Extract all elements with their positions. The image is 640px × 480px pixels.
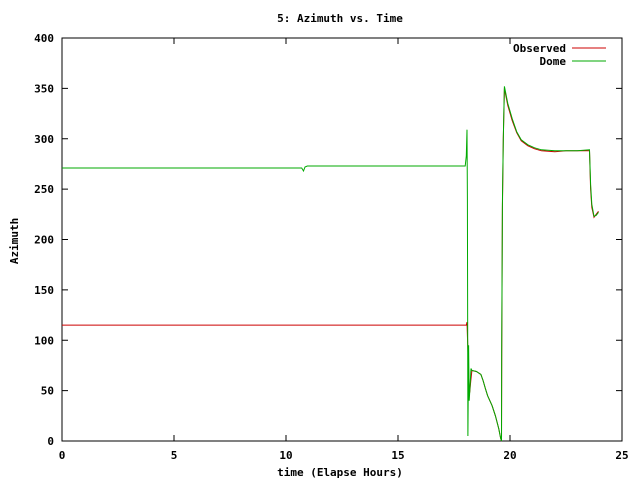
series-line-observed: [62, 88, 599, 442]
legend-label-dome: Dome: [540, 55, 567, 68]
x-tick-label: 20: [503, 449, 516, 462]
y-tick-label: 350: [34, 82, 54, 95]
x-tick-label: 25: [615, 449, 628, 462]
series-line-dome: [62, 86, 599, 442]
y-tick-label: 300: [34, 133, 54, 146]
y-tick-label: 150: [34, 284, 54, 297]
x-axis-label: time (Elapse Hours): [277, 466, 403, 479]
x-tick-label: 15: [391, 449, 404, 462]
y-tick-label: 100: [34, 334, 54, 347]
plot-frame: [61, 37, 623, 442]
y-tick-label: 200: [34, 234, 54, 247]
x-tick-label: 0: [59, 449, 66, 462]
y-tick-label: 400: [34, 32, 54, 45]
legend-label-observed: Observed: [513, 42, 566, 55]
y-axis-label: Azimuth: [8, 218, 21, 264]
series-layer: [62, 86, 599, 442]
y-tick-label: 250: [34, 183, 54, 196]
y-tick-label: 50: [41, 385, 54, 398]
x-tick-label: 5: [171, 449, 178, 462]
chart-title: 5: Azimuth vs. Time: [277, 12, 403, 25]
y-tick-label: 0: [47, 435, 54, 448]
axis-ticks: 0 50 100 150 200 250 300 350 400 0 5 10 15 20 25: [34, 32, 629, 462]
x-tick-label: 10: [279, 449, 292, 462]
